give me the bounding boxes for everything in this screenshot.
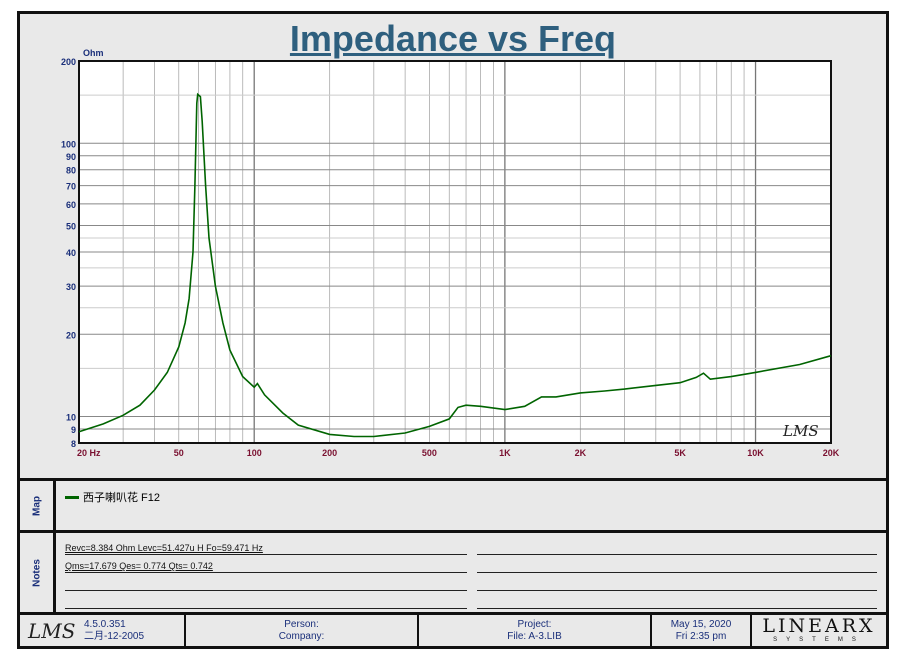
y-axis-label: Ohm bbox=[83, 48, 104, 58]
build-date: 二月-12-2005 bbox=[84, 631, 145, 642]
map-side-label: Map bbox=[20, 481, 56, 530]
y-tick-label: 10 bbox=[66, 413, 76, 423]
impedance-chart: 8 9 10 20 30 40 50 60 70 80 90 100 200 20 Hz 50 100 200 5… bbox=[61, 48, 840, 458]
linearx-logo: LINEARX SYSTEMS bbox=[752, 615, 886, 646]
chart-section: Impedance vs Freq 8 9 10 20 30 40 50 60 70 80 90 10… bbox=[20, 14, 886, 481]
legend-label: 西子喇叭花 F12 bbox=[83, 492, 161, 504]
map-label: Map bbox=[31, 495, 42, 516]
y-tick-label: 8 bbox=[71, 439, 76, 449]
notes-label: Notes bbox=[31, 558, 42, 587]
brand-text: LINEARX bbox=[762, 615, 876, 637]
x-tick-label: 2K bbox=[575, 448, 587, 458]
note-rule bbox=[477, 608, 877, 609]
y-tick-label: 100 bbox=[61, 139, 76, 149]
note-rule bbox=[477, 554, 877, 555]
y-tick-label: 30 bbox=[66, 282, 76, 292]
note-line-1: Revc=8.384 Ohm Levc=51.427u H Fo=59.471 … bbox=[65, 543, 263, 553]
file-label: File: A-3.LIB bbox=[507, 631, 562, 642]
version-text: 4.5.0.351 bbox=[84, 619, 126, 630]
note-rule bbox=[477, 590, 877, 591]
y-tick-label: 200 bbox=[61, 57, 76, 67]
footer-version-cell: LMS 4.5.0.351 二月-12-2005 bbox=[20, 615, 186, 646]
note-rule bbox=[65, 590, 467, 591]
note-rule bbox=[65, 554, 467, 555]
brand-subtext: SYSTEMS bbox=[773, 637, 865, 643]
note-rule bbox=[65, 608, 467, 609]
y-tick-label: 70 bbox=[66, 182, 76, 192]
x-tick-label: 200 bbox=[322, 448, 337, 458]
time-text: Fri 2:35 pm bbox=[675, 631, 727, 642]
x-tick-label: 100 bbox=[247, 448, 262, 458]
x-tick-label: 1K bbox=[499, 448, 511, 458]
footer: LMS 4.5.0.351 二月-12-2005 Person: Company… bbox=[20, 615, 886, 646]
y-tick-label: 9 bbox=[71, 425, 76, 435]
footer-date-cell: May 15, 2020 Fri 2:35 pm bbox=[652, 615, 752, 646]
lms-logo: LMS bbox=[28, 619, 76, 643]
project-label: Project: bbox=[517, 619, 552, 630]
lms-watermark: LMS bbox=[782, 422, 819, 440]
note-rule bbox=[477, 572, 877, 573]
note-line-2: Qms=17.679 Qes= 0.774 Qts= 0.742 bbox=[65, 561, 213, 571]
person-label: Person: bbox=[284, 619, 319, 630]
notes-section: Notes Revc=8.384 Ohm Levc=51.427u H Fo=5… bbox=[20, 533, 886, 615]
x-tick-label: 50 bbox=[174, 448, 184, 458]
x-tick-label: 500 bbox=[422, 448, 437, 458]
x-tick-label: 5K bbox=[674, 448, 686, 458]
note-rule bbox=[65, 572, 467, 573]
legend-swatch bbox=[65, 495, 79, 499]
y-tick-label: 50 bbox=[66, 222, 76, 232]
company-label: Company: bbox=[278, 631, 325, 642]
impedance-curve bbox=[78, 92, 832, 438]
report-frame: Impedance vs Freq 8 9 10 20 30 40 50 60 70 80 90 10… bbox=[17, 11, 889, 649]
plot-border bbox=[78, 60, 832, 444]
notes-side-label: Notes bbox=[20, 533, 56, 612]
chart-title: Impedance vs Freq bbox=[289, 18, 617, 59]
footer-person-cell: Person: Company: bbox=[186, 615, 419, 646]
y-tick-label: 90 bbox=[66, 152, 76, 162]
y-tick-label: 20 bbox=[66, 330, 76, 340]
y-tick-label: 80 bbox=[66, 166, 76, 176]
map-section: Map 西子喇叭花 F12 bbox=[20, 481, 886, 533]
x-tick-label: 20K bbox=[823, 448, 840, 458]
x-tick-label: 10K bbox=[747, 448, 764, 458]
footer-project-cell: Project: File: A-3.LIB bbox=[419, 615, 652, 646]
y-tick-label: 60 bbox=[66, 200, 76, 210]
y-tick-label: 40 bbox=[66, 248, 76, 258]
legend-entry: 西子喇叭花 F12 bbox=[65, 489, 160, 505]
x-tick-label: 20 Hz bbox=[77, 448, 101, 458]
date-text: May 15, 2020 bbox=[670, 619, 732, 630]
